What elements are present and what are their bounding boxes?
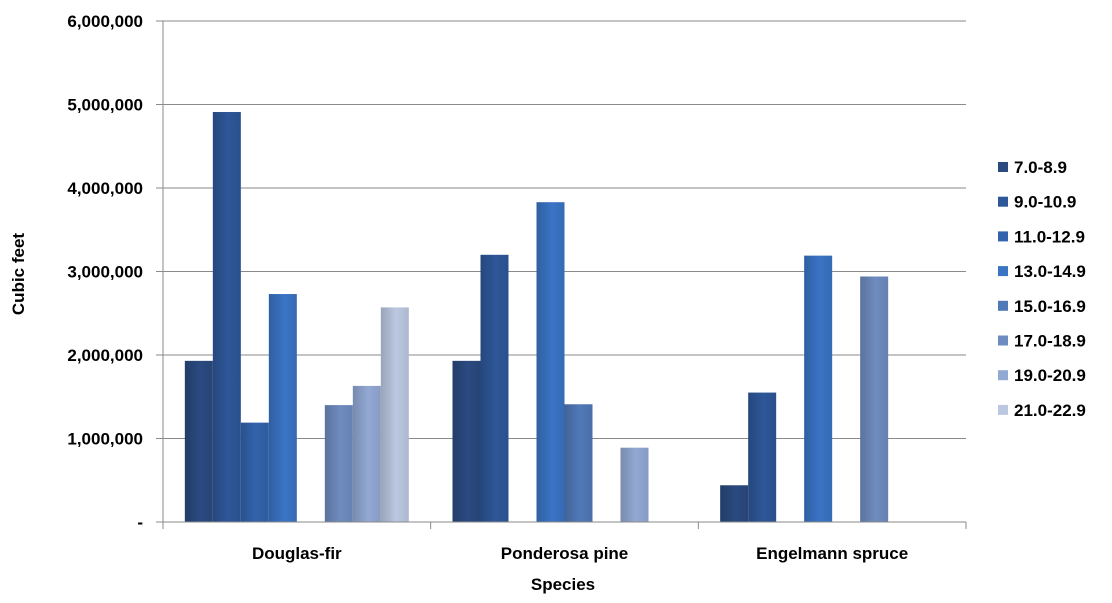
legend-label: 17.0-18.9 xyxy=(1014,332,1086,351)
bar xyxy=(481,255,509,522)
legend-swatch xyxy=(998,162,1008,172)
legend-swatch xyxy=(998,266,1008,276)
x-category-label: Engelmann spruce xyxy=(756,544,908,563)
legend-swatch xyxy=(998,336,1008,346)
legend-swatch xyxy=(998,405,1008,415)
bar xyxy=(748,393,776,522)
legend-swatch xyxy=(998,231,1008,241)
y-tick-label: 6,000,000 xyxy=(67,12,143,31)
x-category-label: Ponderosa pine xyxy=(501,544,629,563)
legend-label: 11.0-12.9 xyxy=(1014,227,1085,246)
legend-label: 21.0-22.9 xyxy=(1014,401,1086,420)
bar xyxy=(860,277,888,522)
bar xyxy=(537,202,565,522)
legend-swatch xyxy=(998,301,1008,311)
y-tick-label: 4,000,000 xyxy=(67,179,143,198)
legend-label: 19.0-20.9 xyxy=(1014,366,1086,385)
bar xyxy=(804,256,832,522)
y-tick-label: 1,000,000 xyxy=(67,430,143,449)
x-axis-title: Species xyxy=(531,575,595,594)
bar xyxy=(453,361,481,522)
legend-label: 7.0-8.9 xyxy=(1014,158,1067,177)
x-category-label: Douglas-fir xyxy=(252,544,342,563)
bars xyxy=(185,112,888,522)
bar xyxy=(565,404,593,522)
y-tick-label: 5,000,000 xyxy=(67,96,143,115)
bar xyxy=(269,294,297,522)
legend: 7.0-8.9 9.0-10.9 11.0-12.9 13.0-14.9 15.0-16… xyxy=(998,158,1086,420)
y-tick-label: 3,000,000 xyxy=(67,263,143,282)
y-tick-label: - xyxy=(137,513,143,532)
legend-swatch xyxy=(998,370,1008,380)
legend-label: 13.0-14.9 xyxy=(1014,262,1086,281)
legend-label: 9.0-10.9 xyxy=(1014,193,1076,212)
legend-label: 15.0-16.9 xyxy=(1014,297,1086,316)
legend-swatch xyxy=(998,197,1008,207)
y-tick-label: 2,000,000 xyxy=(67,346,143,365)
y-axis-title: Cubic feet xyxy=(9,233,28,316)
bar xyxy=(353,386,381,522)
bar xyxy=(325,405,353,522)
bar xyxy=(621,448,649,522)
bar xyxy=(241,423,269,522)
bar xyxy=(720,485,748,522)
bar xyxy=(381,307,409,522)
bar xyxy=(185,361,213,522)
bar xyxy=(213,112,241,522)
